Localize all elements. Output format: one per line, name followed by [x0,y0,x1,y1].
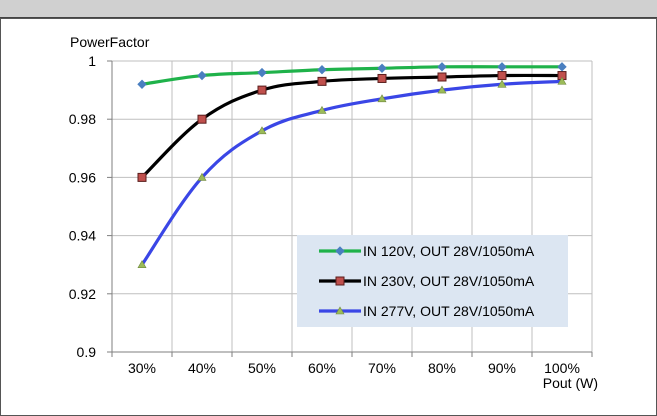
y-tick-label: 0.92 [69,286,96,302]
series-3 [137,76,567,269]
x-tick-label: 70% [368,360,396,376]
data-point [317,76,327,86]
data-point [497,71,507,81]
x-tick-label: 80% [428,360,456,376]
top-band [0,0,657,18]
data-point [557,76,567,85]
legend-swatch-marker [335,246,345,256]
x-tick-label: 100% [544,360,580,376]
axes-layer: 0.9 0.92 0.94 0.96 0.98 1 30% 40% 50% 60% 70% 80% 90… [69,53,593,376]
data-point [437,62,447,72]
data-point [137,260,147,269]
y-tick-label: 0.9 [77,344,97,360]
data-point [257,126,267,135]
data-point [317,65,327,75]
x-tick-label: 30% [128,360,156,376]
y-tick-label: 0.96 [69,169,96,185]
legend-swatch-marker [335,276,345,286]
legend-label: IN 277V, OUT 28V/1050mA [363,303,535,319]
data-point [137,79,147,89]
data-point [317,105,327,114]
x-tick-label: 50% [248,360,276,376]
y-tick-label: 1 [88,53,96,69]
data-point [377,94,387,103]
series-2 [137,71,567,182]
data-point [437,85,447,94]
y-axis-title: PowerFactor [70,34,150,50]
data-point [377,73,387,83]
x-tick-label: 40% [188,360,216,376]
x-tick-label: 60% [308,360,336,376]
data-point [197,172,207,181]
data-point [197,114,207,124]
data-point [557,62,567,72]
x-tick-label: 90% [488,360,516,376]
data-point [257,67,267,78]
series-1 [137,62,567,89]
data-point [137,172,147,182]
data-point [197,70,207,81]
x-axis-title: Pout (W) [543,375,598,391]
legend-layer: IN 120V, OUT 28V/1050mA IN 230V, OUT 28V/… [297,235,568,327]
legend-swatch-marker [335,306,345,315]
y-tick-label: 0.94 [69,228,96,244]
y-tick-label: 0.98 [69,111,96,127]
series-layer [137,62,567,269]
series-line [140,65,564,86]
data-point [377,63,387,73]
data-point [497,79,507,88]
data-point [437,72,447,82]
legend-label: IN 230V, OUT 28V/1050mA [363,273,535,289]
data-point [497,62,507,72]
legend-label: IN 120V, OUT 28V/1050mA [363,243,535,259]
data-point [257,85,267,95]
